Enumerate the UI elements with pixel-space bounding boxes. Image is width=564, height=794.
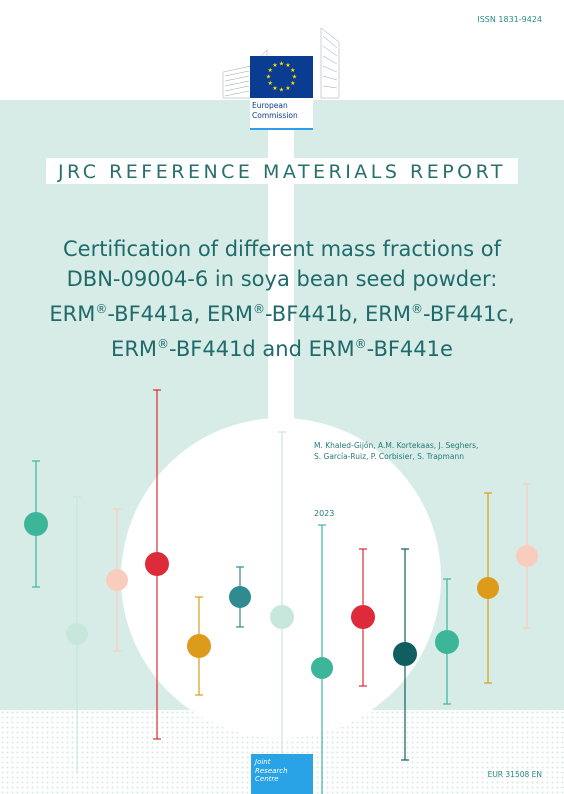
authors-line-1: M. Khaled-Gijón, A.M. Kortekaas, J. Segh… — [314, 441, 479, 450]
bar-7 — [270, 431, 294, 794]
bar-5 — [187, 596, 211, 696]
title-line-3: ERM®-BF441a, ERM®-BF441b, ERM®-BF441c, — [49, 302, 515, 326]
author-list: M. Khaled-Gijón, A.M. Kortekaas, J. Segh… — [314, 440, 478, 462]
berlaymont-building-icon — [222, 27, 340, 99]
svg-text:★: ★ — [268, 80, 273, 87]
background-circle — [121, 418, 441, 738]
jrc-logo: Joint Research Centre — [251, 754, 313, 794]
eur-number: EUR 31508 EN — [487, 770, 542, 779]
svg-text:★: ★ — [285, 85, 290, 92]
svg-text:★: ★ — [290, 80, 295, 87]
title-line-2: DBN-09004-6 in soya bean seed powder: — [66, 267, 498, 291]
title-line-1: Certification of different mass fraction… — [62, 237, 502, 261]
bar-2 — [66, 496, 88, 773]
jrc-line-1: Joint — [255, 758, 271, 766]
bar-9 — [351, 548, 375, 687]
svg-text:★: ★ — [292, 74, 297, 81]
bar-1 — [24, 460, 48, 588]
publication-year: 2023 — [314, 509, 335, 518]
svg-text:★: ★ — [290, 67, 295, 74]
title-line-4: ERM®-BF441d and ERM®-BF441e — [111, 337, 453, 361]
bar-3 — [106, 508, 128, 652]
bar-6 — [229, 566, 251, 628]
logo-line-1: European — [252, 101, 288, 110]
bar-12 — [477, 492, 499, 684]
svg-text:★: ★ — [266, 74, 271, 81]
eu-flag: ★ ★ ★ ★ ★ ★ ★ ★ ★ ★ ★ ★ — [250, 56, 313, 98]
logo-line-2: Commission — [252, 111, 298, 120]
svg-text:★: ★ — [268, 67, 273, 74]
authors-line-2: S. García-Ruiz, P. Corbisier, S. Trapman… — [314, 452, 464, 461]
series-title: JRC REFERENCE MATERIALS REPORT — [46, 158, 518, 184]
svg-text:★: ★ — [272, 62, 277, 69]
jrc-line-3: Centre — [255, 775, 279, 783]
report-title: Certification of different mass fraction… — [22, 234, 542, 364]
bar-13 — [516, 483, 538, 629]
bar-8 — [311, 524, 333, 794]
issn-number: ISSN 1831-9424 — [477, 15, 542, 24]
eu-stars-icon: ★ ★★ ★★★ ★★★ ★★★ — [266, 61, 297, 94]
svg-text:★: ★ — [272, 85, 277, 92]
jrc-line-2: Research — [255, 766, 288, 775]
svg-text:★: ★ — [279, 61, 284, 68]
bar-4 — [145, 389, 169, 740]
bar-11 — [435, 578, 459, 705]
svg-text:★: ★ — [285, 62, 290, 69]
bar-10 — [393, 548, 417, 761]
svg-text:★: ★ — [279, 87, 284, 94]
commission-wordmark: European Commission — [250, 98, 313, 130]
